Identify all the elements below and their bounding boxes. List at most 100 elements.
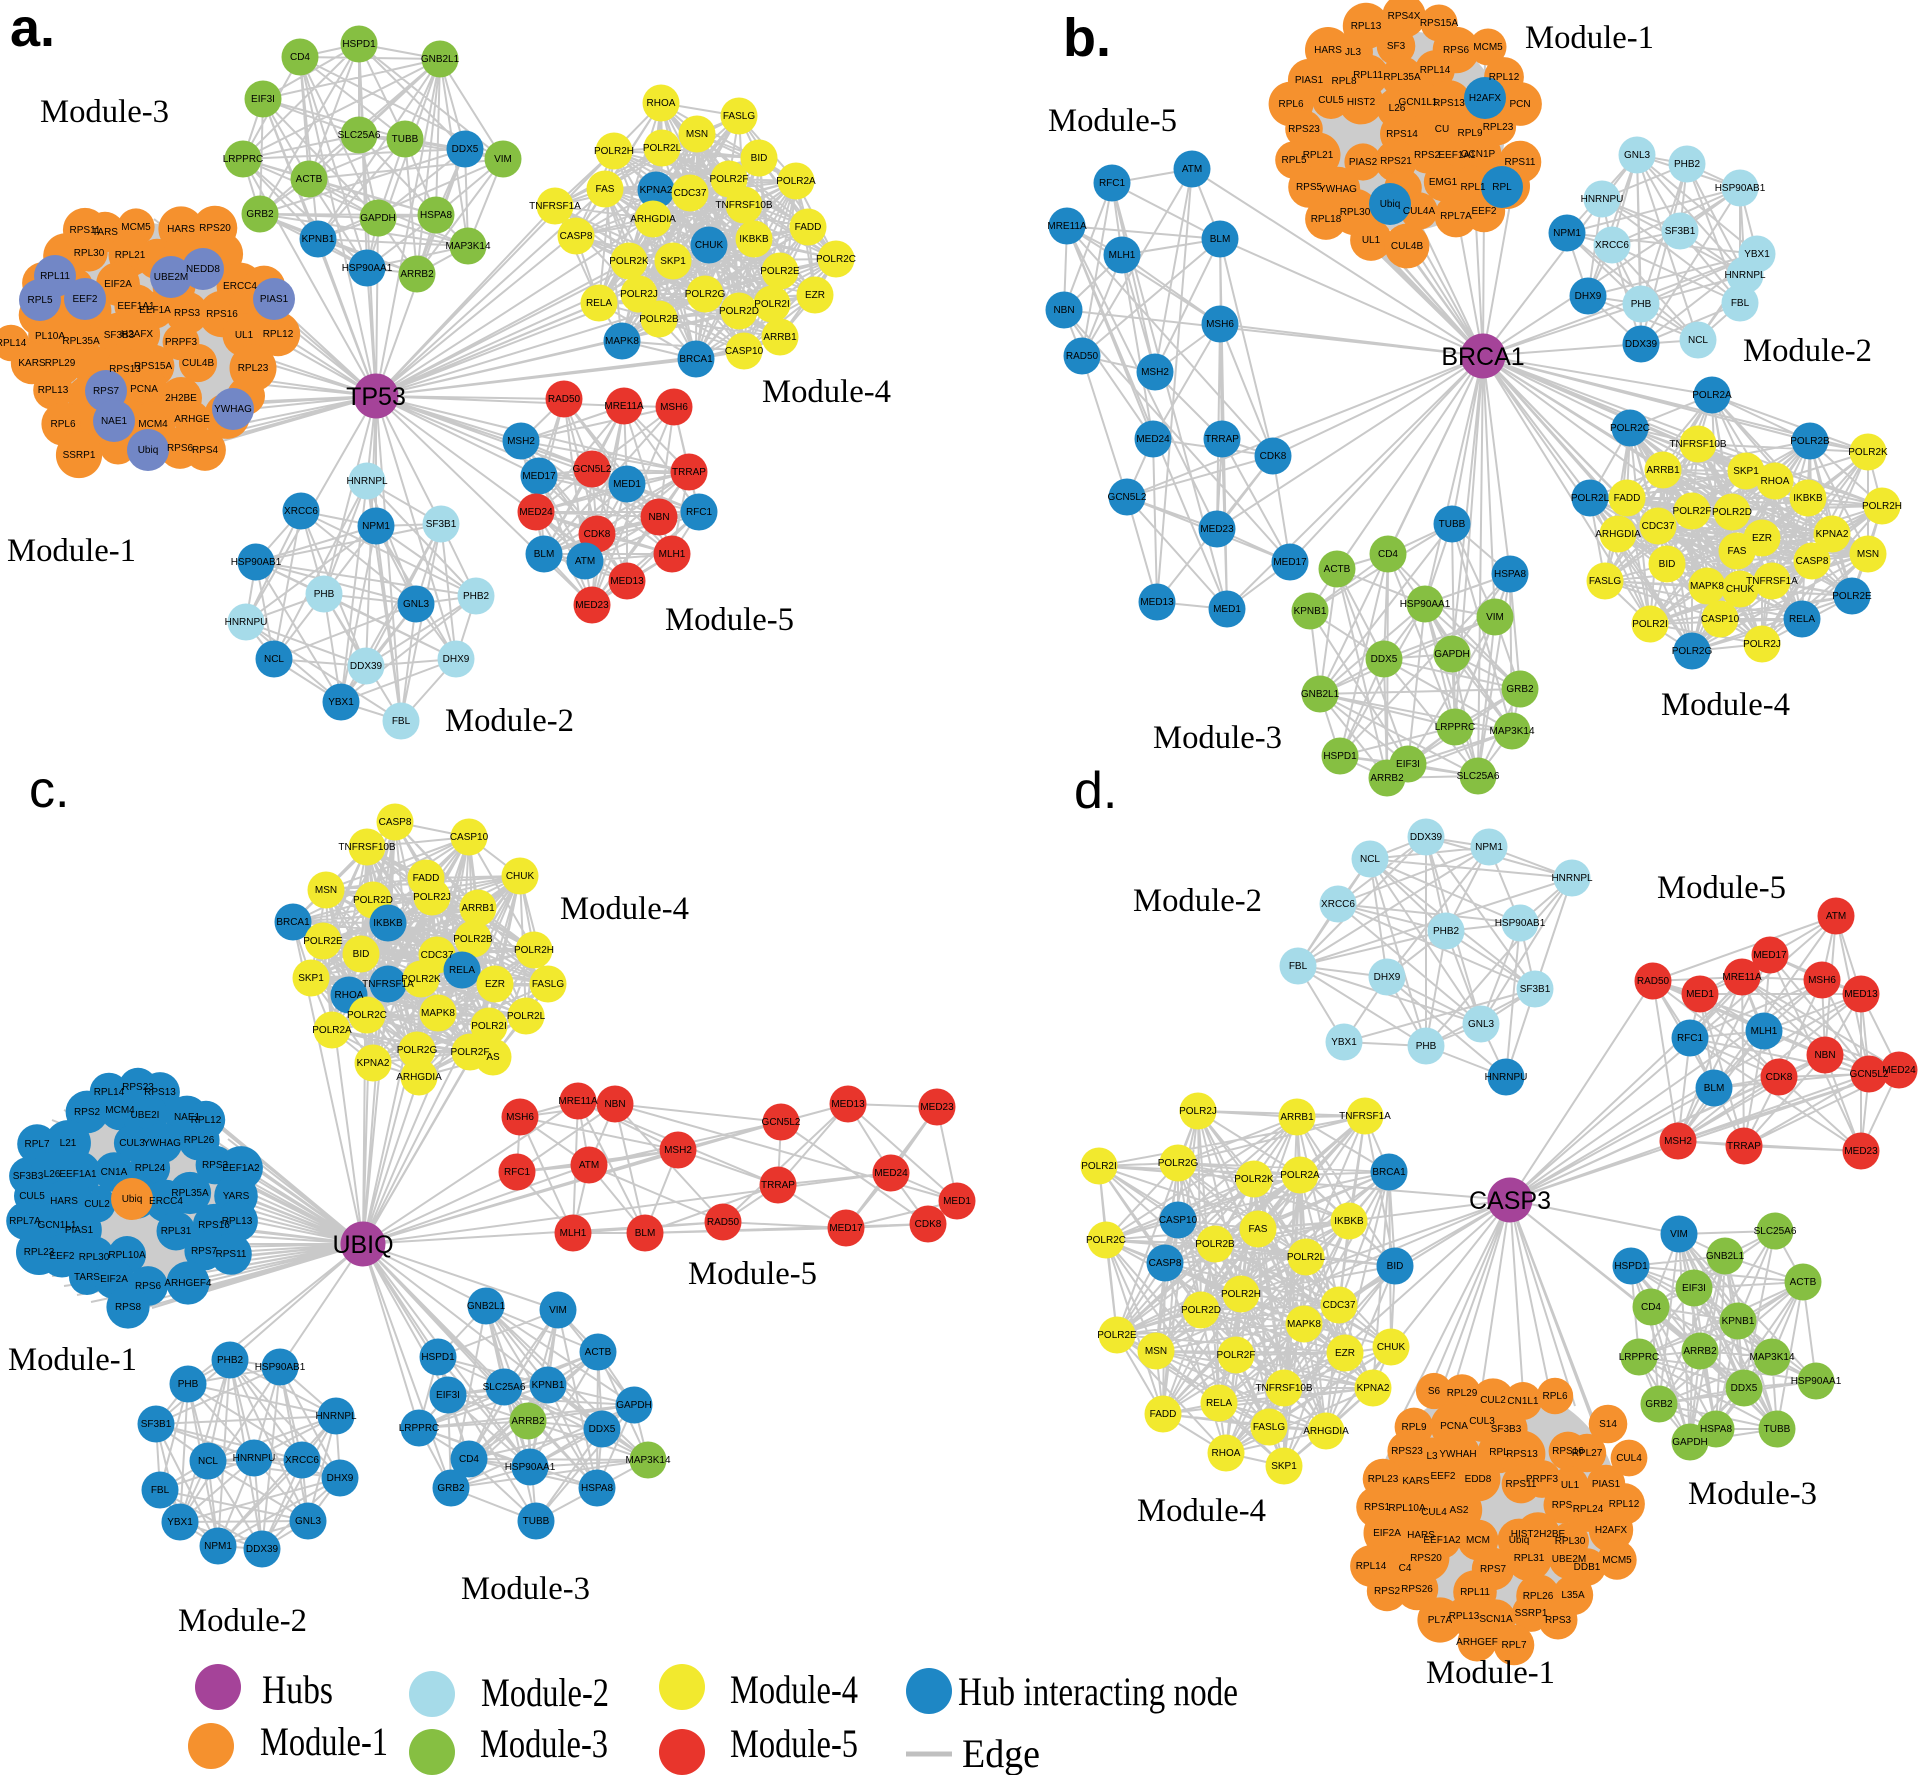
svg-text:RPL23: RPL23 xyxy=(238,363,269,374)
svg-text:KPNB1: KPNB1 xyxy=(532,1380,565,1391)
svg-text:EEF1A2: EEF1A2 xyxy=(1423,1535,1461,1546)
svg-text:RPS26: RPS26 xyxy=(1401,1584,1433,1595)
svg-text:POLR2C: POLR2C xyxy=(347,1010,387,1021)
svg-text:POLR2I: POLR2I xyxy=(1081,1161,1117,1172)
svg-text:DDX5: DDX5 xyxy=(452,144,479,155)
svg-text:CD4: CD4 xyxy=(459,1454,479,1465)
svg-text:HSPD1: HSPD1 xyxy=(342,39,376,50)
svg-text:RPL12: RPL12 xyxy=(1489,72,1520,83)
svg-text:RPS3: RPS3 xyxy=(174,308,201,319)
svg-text:Module-3: Module-3 xyxy=(40,94,169,130)
svg-text:RHOA: RHOA xyxy=(1212,1448,1241,1459)
svg-text:NPM1: NPM1 xyxy=(1553,228,1581,239)
svg-text:FADD: FADD xyxy=(1614,493,1641,504)
svg-text:ARRB2: ARRB2 xyxy=(511,1416,545,1427)
svg-text:POLR2K: POLR2K xyxy=(609,256,649,267)
svg-text:DHX9: DHX9 xyxy=(327,1473,354,1484)
svg-text:CDK8: CDK8 xyxy=(1766,1072,1793,1083)
svg-text:BID: BID xyxy=(353,949,370,960)
svg-text:C4: C4 xyxy=(1399,1563,1412,1574)
svg-text:EEF2: EEF2 xyxy=(1471,206,1496,217)
svg-text:MED13: MED13 xyxy=(831,1099,865,1110)
svg-text:NAE1: NAE1 xyxy=(174,1112,201,1123)
svg-text:MED17: MED17 xyxy=(1273,557,1307,568)
svg-text:FBL: FBL xyxy=(151,1485,170,1496)
svg-text:GCN1L1: GCN1L1 xyxy=(1399,97,1438,108)
svg-text:RPL31: RPL31 xyxy=(161,1226,192,1237)
svg-text:GAPDH: GAPDH xyxy=(1434,649,1470,660)
svg-text:Ubiq: Ubiq xyxy=(1509,1535,1530,1546)
svg-text:NPM1: NPM1 xyxy=(204,1541,232,1552)
svg-text:HSPA8: HSPA8 xyxy=(581,1483,613,1494)
svg-text:EEF2: EEF2 xyxy=(49,1251,74,1262)
svg-text:XRCC6: XRCC6 xyxy=(1321,899,1355,910)
svg-text:RPL23: RPL23 xyxy=(1483,122,1514,133)
svg-text:UBE2M: UBE2M xyxy=(1552,1554,1586,1565)
svg-text:MED24: MED24 xyxy=(519,507,553,518)
svg-text:RPS2: RPS2 xyxy=(1414,150,1441,161)
svg-text:POLR2H: POLR2H xyxy=(514,945,554,956)
svg-text:BLM: BLM xyxy=(635,1228,656,1239)
svg-text:PHB2: PHB2 xyxy=(1674,159,1701,170)
svg-text:NCL: NCL xyxy=(1360,854,1380,865)
svg-text:ARHGDIA: ARHGDIA xyxy=(630,214,676,225)
svg-text:RPL10A: RPL10A xyxy=(1388,1503,1426,1514)
svg-text:RPS6: RPS6 xyxy=(167,443,194,454)
svg-text:POLR2H: POLR2H xyxy=(1221,1289,1261,1300)
svg-text:MLH1: MLH1 xyxy=(560,1228,587,1239)
svg-text:SLC25A6: SLC25A6 xyxy=(1457,771,1500,782)
svg-text:TNFRSF10B: TNFRSF10B xyxy=(1255,1383,1313,1394)
svg-text:Module-5: Module-5 xyxy=(730,1721,858,1766)
svg-text:KPNA2: KPNA2 xyxy=(640,185,673,196)
svg-text:GNL3: GNL3 xyxy=(1468,1019,1495,1030)
svg-text:CHUK: CHUK xyxy=(1377,1342,1406,1353)
svg-text:SLC25A6: SLC25A6 xyxy=(1754,1226,1797,1237)
svg-text:TNFRSF10B: TNFRSF10B xyxy=(715,200,773,211)
svg-text:RPS20: RPS20 xyxy=(199,223,231,234)
svg-text:IKBKB: IKBKB xyxy=(739,234,769,245)
svg-text:GNB2L1: GNB2L1 xyxy=(467,1301,506,1312)
svg-text:ATM: ATM xyxy=(575,556,595,567)
svg-text:HSP90AB1: HSP90AB1 xyxy=(255,1362,306,1373)
svg-text:EIF3I: EIF3I xyxy=(251,94,275,105)
svg-text:NPM1: NPM1 xyxy=(362,521,390,532)
svg-text:PIAS1: PIAS1 xyxy=(260,294,289,305)
svg-text:POLR2D: POLR2D xyxy=(1712,507,1752,518)
svg-text:HARS: HARS xyxy=(1407,1530,1435,1541)
svg-text:L26: L26 xyxy=(44,1169,61,1180)
svg-text:XRCC6: XRCC6 xyxy=(1595,240,1629,251)
svg-text:Module-4: Module-4 xyxy=(730,1667,858,1712)
svg-text:NEDD8: NEDD8 xyxy=(186,264,220,275)
svg-text:Module-4: Module-4 xyxy=(1137,1493,1266,1529)
svg-text:MED24: MED24 xyxy=(1882,1065,1916,1076)
svg-text:Module-5: Module-5 xyxy=(1048,103,1177,139)
svg-text:RPS11: RPS11 xyxy=(70,225,101,236)
svg-text:KPNA2: KPNA2 xyxy=(1816,529,1849,540)
svg-text:TARS: TARS xyxy=(74,1272,100,1283)
svg-text:HSP90AA1: HSP90AA1 xyxy=(1791,1376,1842,1387)
svg-text:POLR2B: POLR2B xyxy=(453,934,493,945)
svg-text:ARHGDIA: ARHGDIA xyxy=(396,1072,442,1083)
svg-text:MCM4: MCM4 xyxy=(105,1105,135,1116)
svg-text:GCN5L2: GCN5L2 xyxy=(1850,1069,1889,1080)
svg-text:MSH2: MSH2 xyxy=(507,436,535,447)
svg-text:RPL11: RPL11 xyxy=(1353,70,1383,81)
svg-text:FASLG: FASLG xyxy=(723,111,755,122)
svg-text:IKBKB: IKBKB xyxy=(1793,493,1823,504)
svg-text:GNB2L1: GNB2L1 xyxy=(1301,689,1340,700)
svg-text:POLR2H: POLR2H xyxy=(594,146,634,157)
svg-text:UL1: UL1 xyxy=(235,330,254,341)
svg-text:CDC37: CDC37 xyxy=(1323,1300,1356,1311)
svg-text:TUBB: TUBB xyxy=(523,1516,550,1527)
svg-text:CUL4: CUL4 xyxy=(1421,1507,1447,1518)
svg-text:MCM5: MCM5 xyxy=(1602,1555,1632,1566)
svg-text:SF3B1: SF3B1 xyxy=(1520,984,1551,995)
svg-text:SF3B3: SF3B3 xyxy=(104,330,135,341)
svg-text:TNFRSF1A: TNFRSF1A xyxy=(529,201,581,212)
svg-text:MED1: MED1 xyxy=(613,479,641,490)
svg-text:HSPA8: HSPA8 xyxy=(1700,1424,1732,1435)
svg-text:NCL: NCL xyxy=(198,1456,218,1467)
svg-text:RPS11: RPS11 xyxy=(216,1249,247,1260)
svg-text:CUL3: CUL3 xyxy=(119,1138,145,1149)
svg-text:POLR2E: POLR2E xyxy=(1832,591,1872,602)
